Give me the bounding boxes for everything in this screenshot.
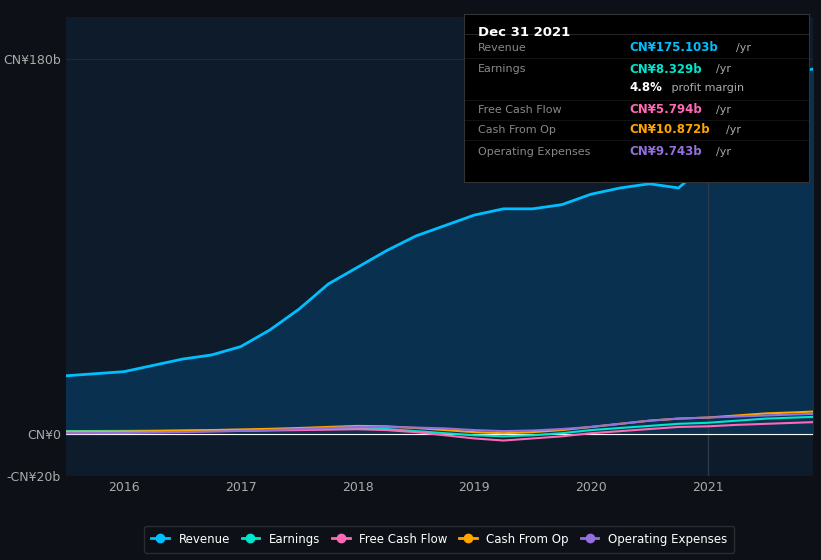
Text: CN¥8.329b: CN¥8.329b xyxy=(630,63,702,76)
Text: Dec 31 2021: Dec 31 2021 xyxy=(478,26,570,39)
Text: profit margin: profit margin xyxy=(668,83,744,93)
Text: CN¥175.103b: CN¥175.103b xyxy=(630,41,718,54)
Text: Cash From Op: Cash From Op xyxy=(478,125,556,135)
Legend: Revenue, Earnings, Free Cash Flow, Cash From Op, Operating Expenses: Revenue, Earnings, Free Cash Flow, Cash … xyxy=(144,526,734,553)
Text: /yr: /yr xyxy=(726,125,741,135)
Text: CN¥10.872b: CN¥10.872b xyxy=(630,123,710,137)
Text: /yr: /yr xyxy=(716,64,732,74)
Text: Free Cash Flow: Free Cash Flow xyxy=(478,105,562,115)
Text: CN¥9.743b: CN¥9.743b xyxy=(630,145,702,158)
Text: 4.8%: 4.8% xyxy=(630,81,663,95)
Text: /yr: /yr xyxy=(716,105,732,115)
Text: Revenue: Revenue xyxy=(478,43,526,53)
Text: /yr: /yr xyxy=(736,43,750,53)
Text: CN¥5.794b: CN¥5.794b xyxy=(630,103,702,116)
Text: Operating Expenses: Operating Expenses xyxy=(478,147,590,157)
Text: /yr: /yr xyxy=(716,147,732,157)
Text: Earnings: Earnings xyxy=(478,64,526,74)
